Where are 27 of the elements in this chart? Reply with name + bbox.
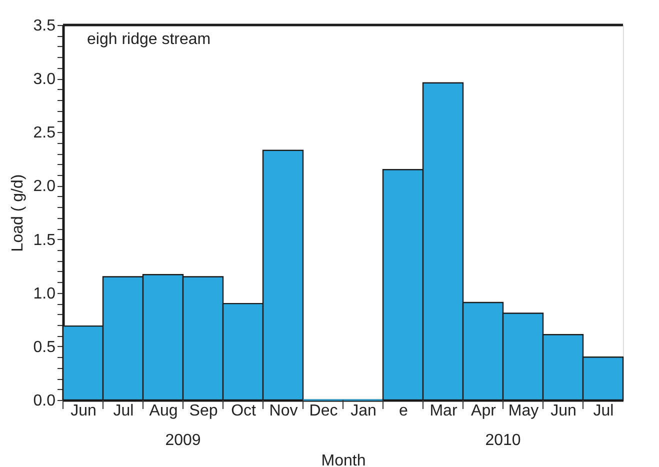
x-tick-label: e — [399, 402, 408, 420]
y-tick-label: 2.0 — [33, 178, 56, 196]
y-tick-label: 1.5 — [33, 232, 56, 249]
y-tick-label: 3.5 — [33, 18, 56, 34]
x-tick-label: Apr — [471, 402, 497, 420]
x-tick-label: Jan — [350, 402, 376, 420]
y-tick-label: 0.5 — [33, 338, 56, 356]
y-tick-label: 2.5 — [33, 124, 56, 142]
y-tick-label: 0.0 — [33, 392, 56, 410]
x-tick-label: Mar — [430, 402, 458, 420]
y-axis-title: Load ( g/d) — [9, 174, 26, 252]
y-tick-label: 1.0 — [33, 285, 56, 302]
chart-title: eigh ridge stream — [87, 31, 211, 48]
x-tick-label: May — [508, 402, 539, 420]
text: 2010 — [485, 432, 521, 449]
x-tick-label: Jul — [593, 402, 614, 420]
x-axis-title: Month — [321, 452, 366, 467]
y-tick-label: 3.0 — [33, 71, 56, 88]
x-tick-label: Dec — [309, 402, 338, 420]
x-tick-label: Jun — [550, 402, 576, 420]
text: 2009 — [165, 432, 201, 449]
x-tick-label: Jul — [113, 402, 134, 420]
x-tick-label: Jun — [70, 402, 96, 420]
x-tick-label: Sep — [189, 402, 218, 420]
x-tick-label: Oct — [231, 402, 256, 420]
x-tick-label: Aug — [149, 402, 178, 420]
x-tick-label: Nov — [269, 402, 298, 420]
